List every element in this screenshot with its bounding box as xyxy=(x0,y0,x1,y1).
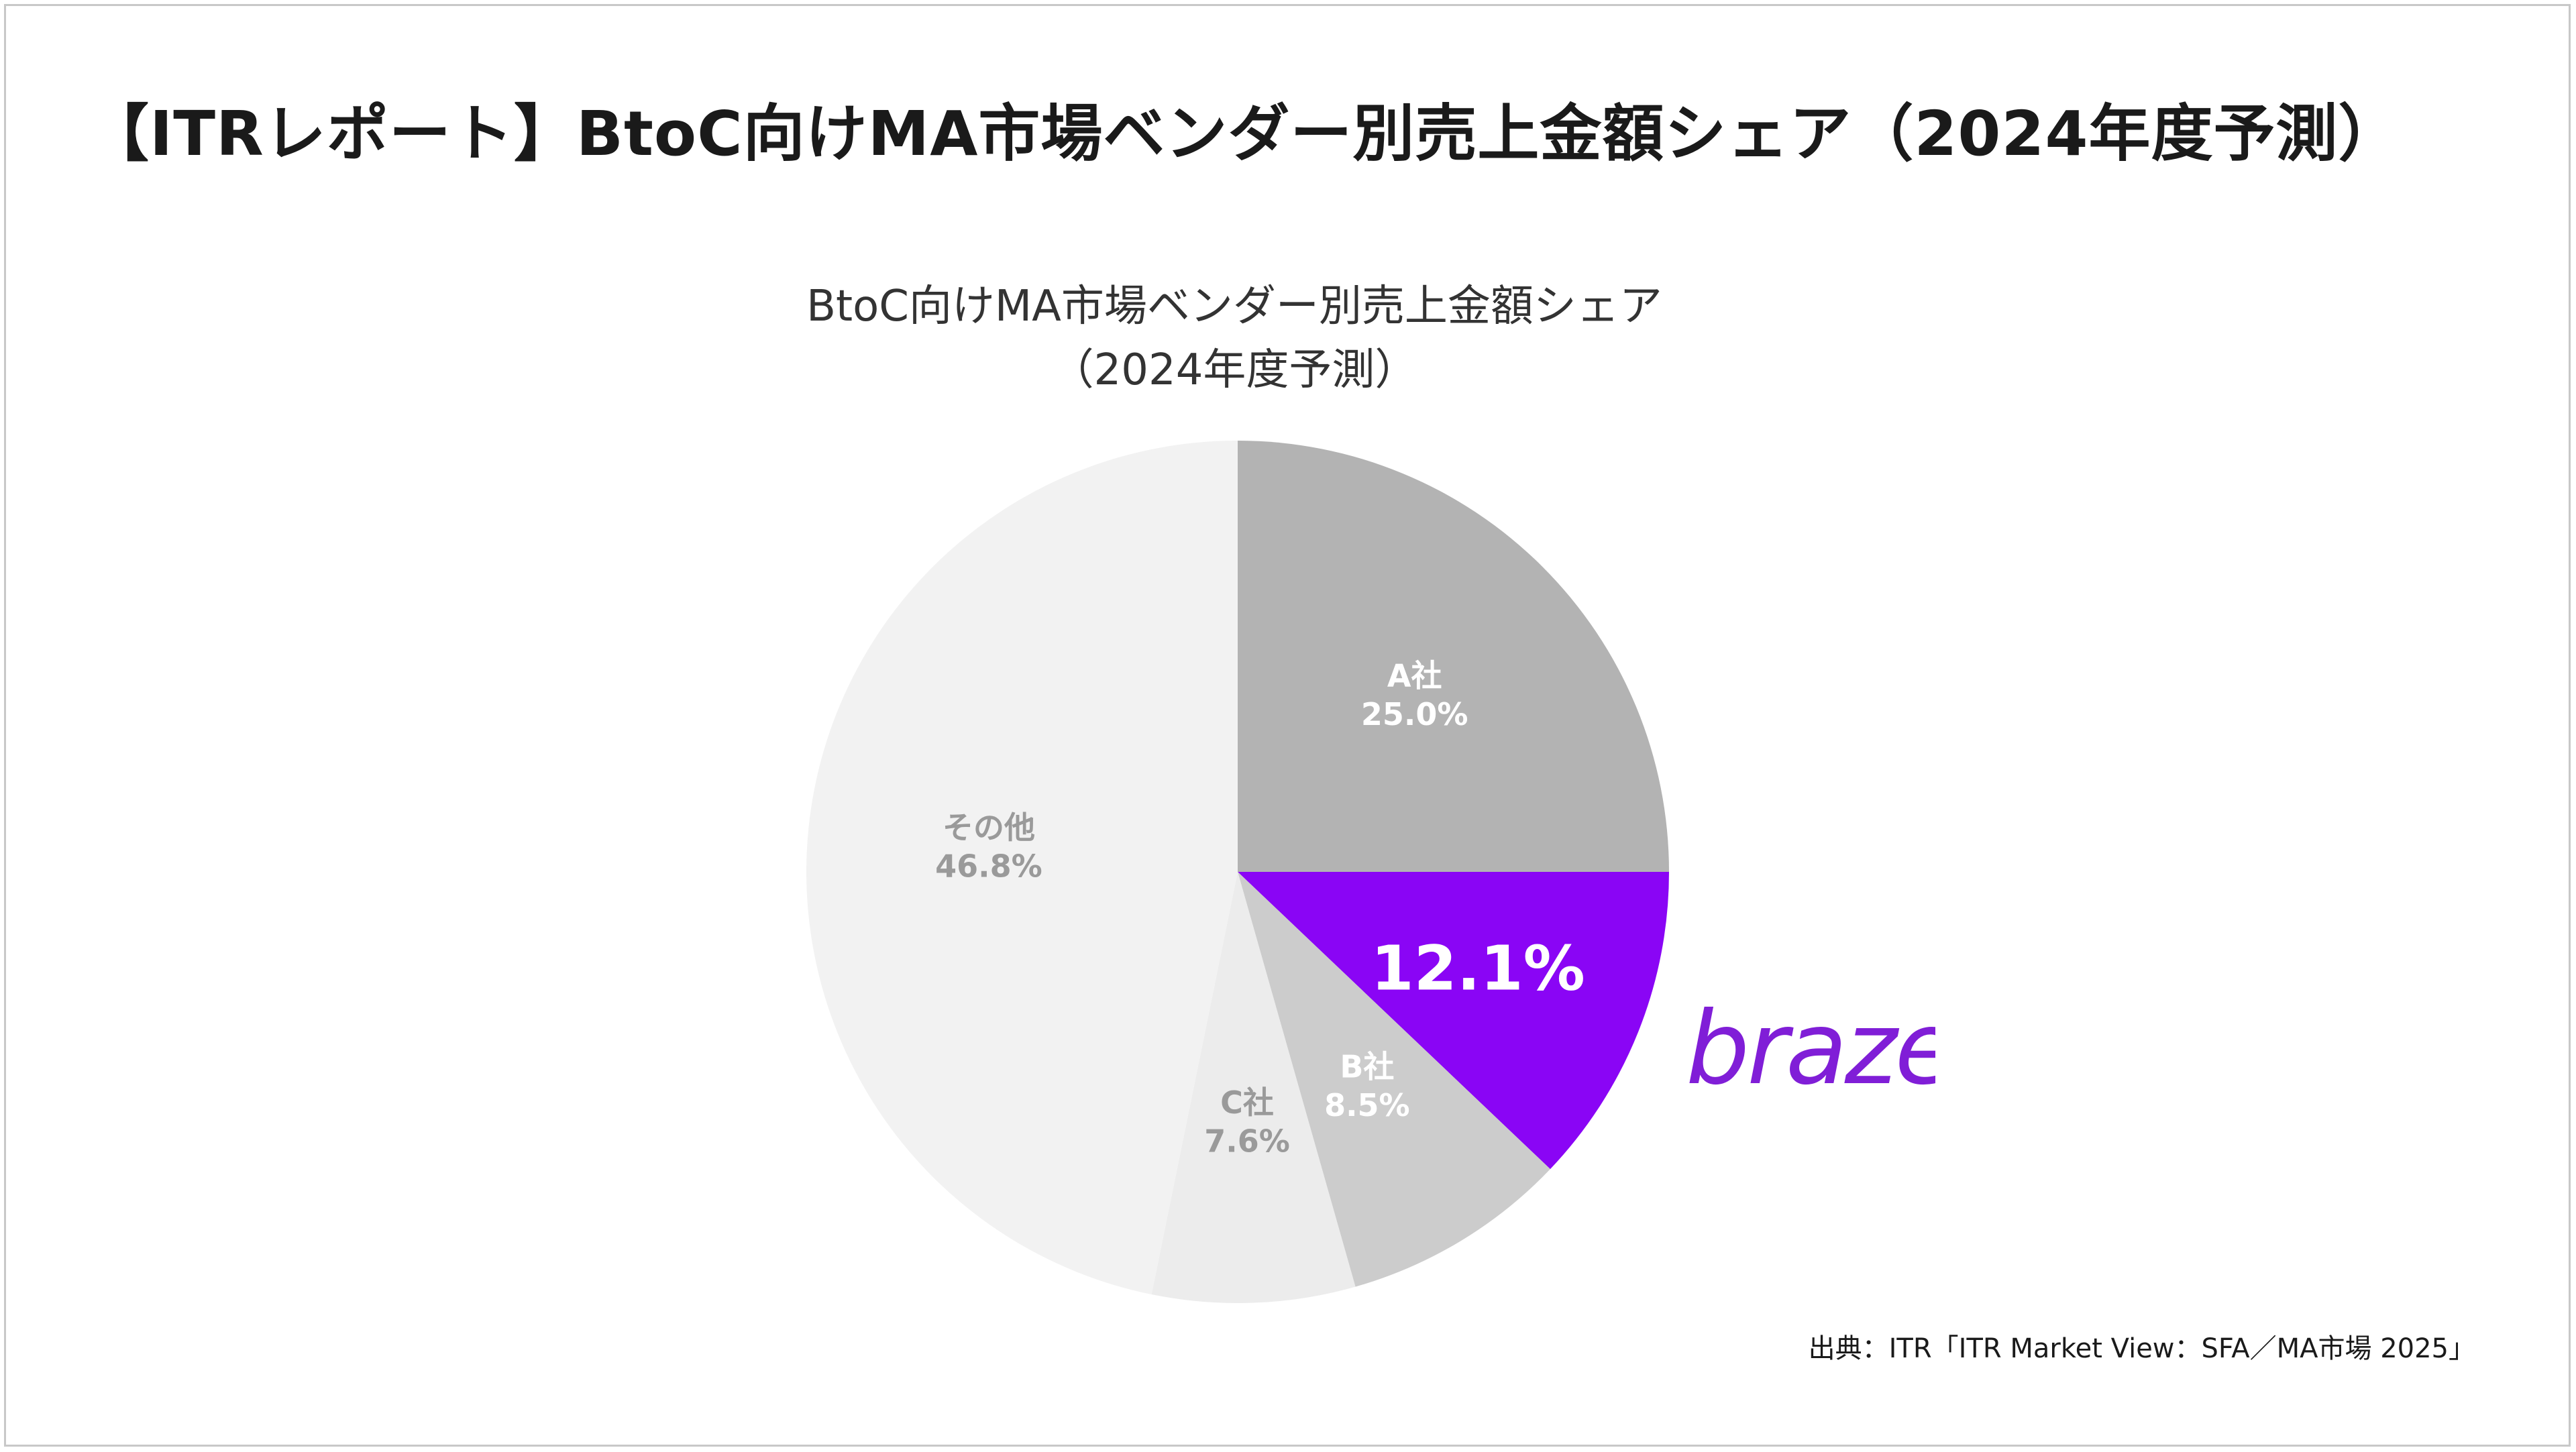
slice-value-label-3: 7.6% xyxy=(1204,1123,1290,1160)
slice-name-label-0: A社 xyxy=(1387,658,1442,694)
pie-slice-0 xyxy=(1238,441,1669,872)
pie-slice-2 xyxy=(1238,872,1550,1287)
braze-logo: braze xyxy=(1686,991,1935,1107)
slice-name-label-3: C社 xyxy=(1220,1084,1274,1121)
slice-name-label-4: その他 xyxy=(943,809,1035,846)
slice-value-label-4: 46.8% xyxy=(935,848,1042,884)
source-note: 出典：ITR「ITR Market View：SFA／MA市場 2025」 xyxy=(1808,1333,2475,1364)
chart-subtitle: （2024年度予測） xyxy=(1051,345,1418,395)
slice-name-label-2: B社 xyxy=(1340,1049,1394,1085)
slice-value-label-0: 25.0% xyxy=(1361,696,1468,732)
pie-slice-1 xyxy=(1238,872,1669,1170)
chart-title: BtoC向けMA市場ベンダー別売上金額シェア xyxy=(806,282,1662,331)
slice-value-label-1: 12.1% xyxy=(1371,932,1585,1004)
slide-title: 【ITRレポート】BtoC向けMA市場ベンダー別売上金額シェア（2024年度予測… xyxy=(87,98,2401,170)
slice-value-label-2: 8.5% xyxy=(1324,1087,1410,1123)
braze-logo-text: braze xyxy=(1686,991,1935,1107)
pie-slice-3 xyxy=(1151,872,1356,1303)
pie-slice-4 xyxy=(806,441,1238,1295)
